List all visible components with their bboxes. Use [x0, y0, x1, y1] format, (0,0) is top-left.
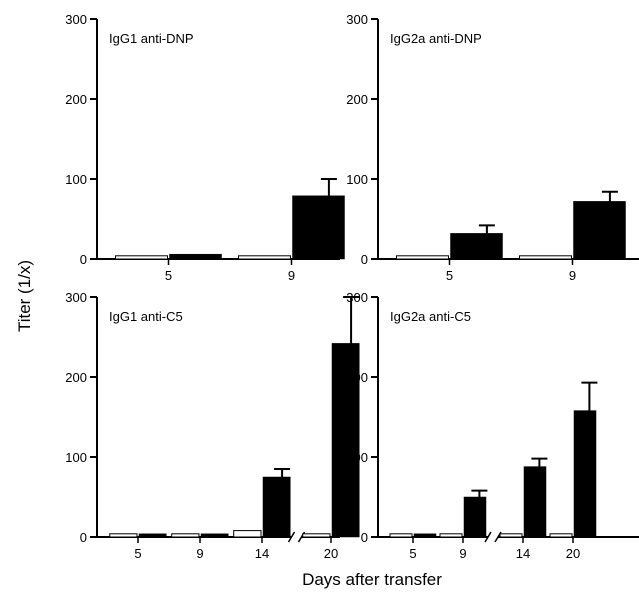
panel-igg1-anti-c5: 0 100 200 300 5 9 14 20 IgG1 anti-C5 — [65, 290, 360, 561]
x-tick-label: 5 — [446, 268, 453, 283]
bar-treated — [200, 533, 229, 538]
bar-control — [171, 533, 200, 538]
bar-treated — [523, 466, 547, 538]
bar-control — [302, 533, 331, 538]
x-tick-label: 9 — [196, 546, 203, 561]
panel-title: IgG1 anti-C5 — [109, 309, 183, 324]
x-tick-label: 9 — [569, 268, 576, 283]
bar-treated — [262, 476, 291, 538]
y-tick-label: 300 — [346, 12, 368, 27]
x-tick-label: 5 — [165, 268, 172, 283]
y-tick-label: 0 — [361, 530, 368, 545]
y-tick-label: 300 — [65, 12, 87, 27]
y-tick-label: 100 — [65, 172, 87, 187]
x-tick-label: 5 — [134, 546, 141, 561]
y-tick-label: 0 — [361, 252, 368, 267]
x-tick-label: 14 — [516, 546, 530, 561]
y-tick-label: 0 — [80, 530, 87, 545]
y-axis-title: Titer (1/x) — [15, 260, 34, 332]
y-tick-label: 300 — [65, 290, 87, 305]
x-tick-label: 9 — [459, 546, 466, 561]
x-tick-label: 9 — [288, 268, 295, 283]
y-tick-label: 200 — [346, 370, 368, 385]
bar-treated — [450, 233, 503, 260]
panel-title: IgG2a anti-DNP — [390, 31, 482, 46]
panel-igg2a-anti-c5: 0 100 200 300 5 9 14 20 IgG2a anti-C5 — [346, 290, 639, 561]
panel-title: IgG2a anti-C5 — [390, 309, 471, 324]
bar-treated — [463, 496, 487, 538]
y-tick-label: 300 — [346, 290, 368, 305]
y-tick-label: 100 — [346, 172, 368, 187]
bar-control — [519, 255, 572, 260]
x-tick-label: 20 — [324, 546, 338, 561]
panel-igg2a-anti-dnp: 0 100 200 300 5 9 IgG2a anti-DNP — [346, 12, 639, 283]
y-tick-label: 200 — [65, 370, 87, 385]
bar-treated — [413, 533, 437, 538]
axis-break-mark — [287, 531, 296, 543]
x-tick-label: 20 — [566, 546, 580, 561]
bar-control — [238, 255, 291, 260]
axis-break-mark — [484, 531, 492, 543]
bar-control — [233, 530, 262, 538]
bar-control — [499, 533, 523, 538]
x-axis-title: Days after transfer — [302, 570, 442, 589]
y-tick-label: 100 — [346, 450, 368, 465]
y-tick-label: 100 — [65, 450, 87, 465]
bar-treated — [169, 253, 222, 260]
x-tick-label: 14 — [255, 546, 269, 561]
bar-control — [439, 533, 463, 538]
bar-control — [396, 255, 449, 260]
bar-control — [115, 255, 168, 260]
bar-control — [389, 533, 413, 538]
y-tick-label: 0 — [80, 252, 87, 267]
bar-treated — [573, 201, 626, 260]
panel-igg1-anti-dnp: 0 100 200 300 5 9 IgG1 anti-DNP — [65, 12, 345, 283]
y-tick-label: 200 — [65, 92, 87, 107]
bar-control — [109, 533, 138, 538]
x-tick-label: 5 — [409, 546, 416, 561]
y-tick-label: 200 — [346, 92, 368, 107]
bar-treated — [573, 410, 597, 538]
panel-title: IgG1 anti-DNP — [109, 31, 194, 46]
bar-treated — [292, 195, 345, 260]
bar-treated — [331, 343, 360, 538]
bar-treated — [138, 533, 167, 538]
bar-control — [549, 533, 573, 538]
